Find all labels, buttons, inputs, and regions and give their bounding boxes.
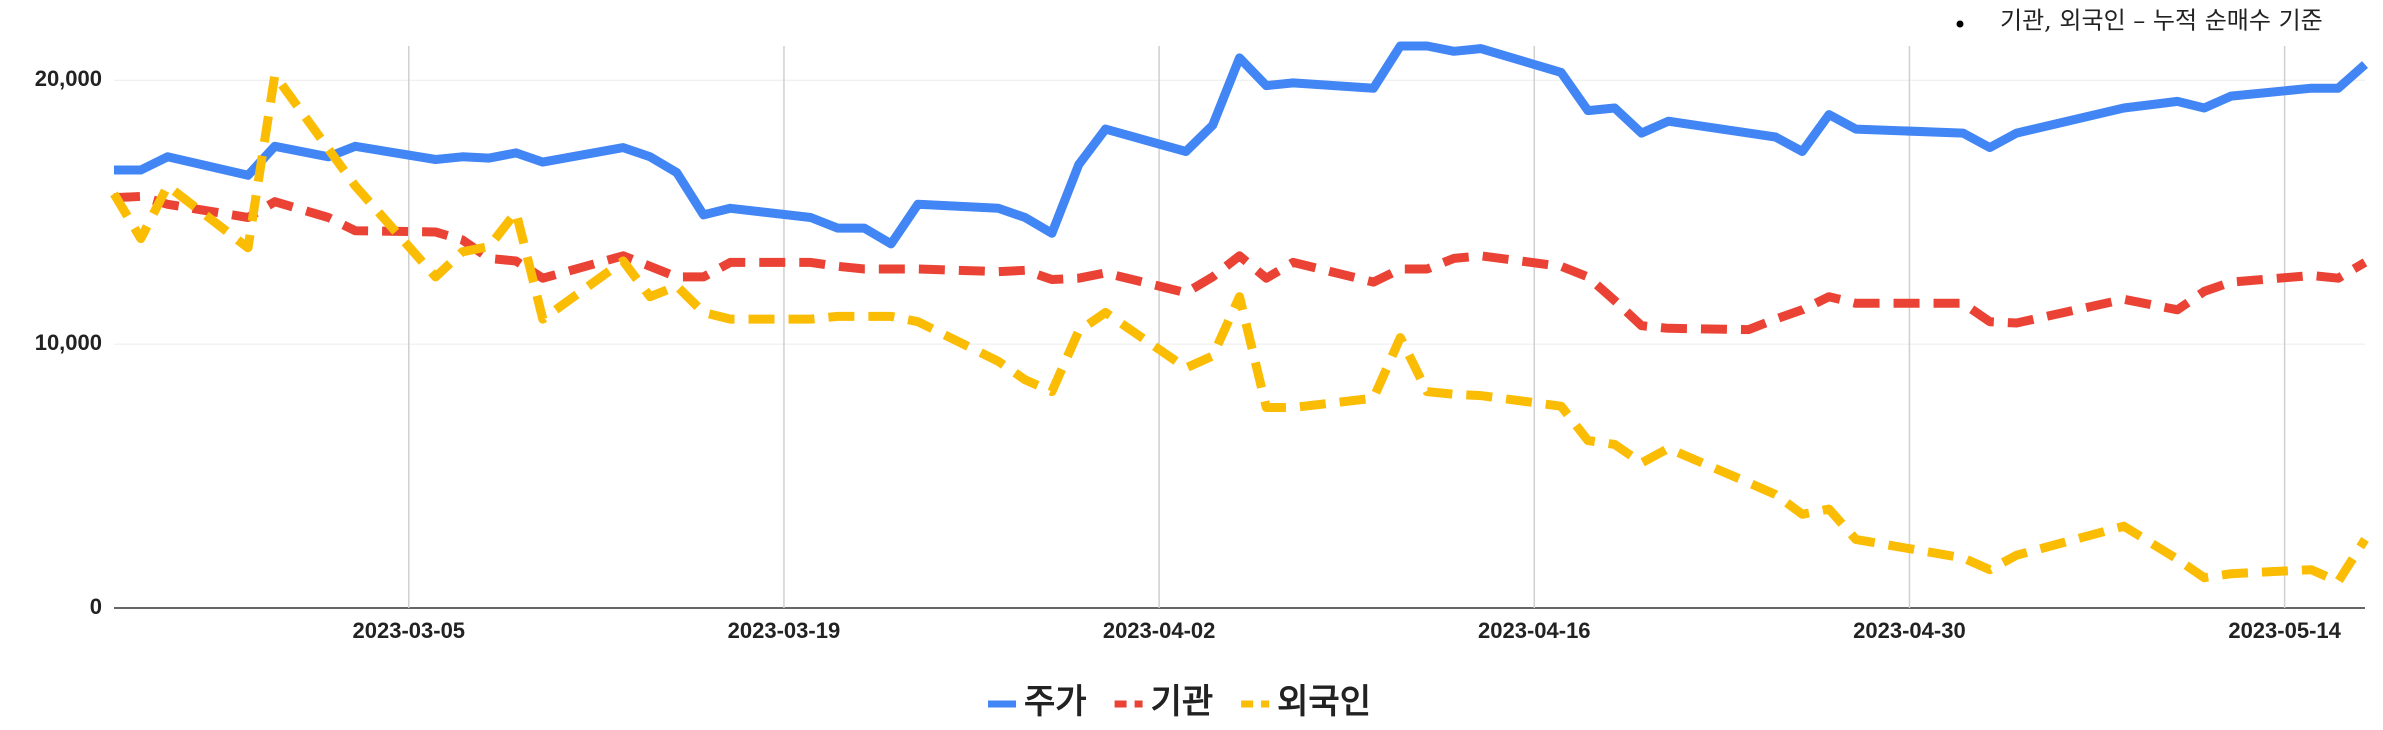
note: 기관, 외국인 – 누적 순매수 기준 xyxy=(2000,7,2323,35)
series-line xyxy=(110,70,2369,587)
y-tick-label: 10,000 xyxy=(35,330,102,355)
x-tick-label: 2023-05-14 xyxy=(2228,618,2341,643)
x-tick-label: 2023-04-16 xyxy=(1478,618,1591,643)
legend-label: 주가 xyxy=(1024,683,1087,721)
x-tick-label: 2023-03-05 xyxy=(353,618,466,643)
y-tick-label: 20,000 xyxy=(35,66,102,91)
series-line xyxy=(113,191,2368,335)
legend-label: 기관 xyxy=(1151,683,1214,721)
x-tick-label: 2023-04-30 xyxy=(1853,618,1966,643)
x-tick-label: 2023-04-02 xyxy=(1103,618,1216,643)
legend-label: 외국인 xyxy=(1277,683,1371,721)
x-tick-label: 2023-03-19 xyxy=(728,618,841,643)
series-line xyxy=(114,41,2368,249)
note-bullet xyxy=(1956,20,1964,28)
y-tick-label: 0 xyxy=(90,594,102,619)
